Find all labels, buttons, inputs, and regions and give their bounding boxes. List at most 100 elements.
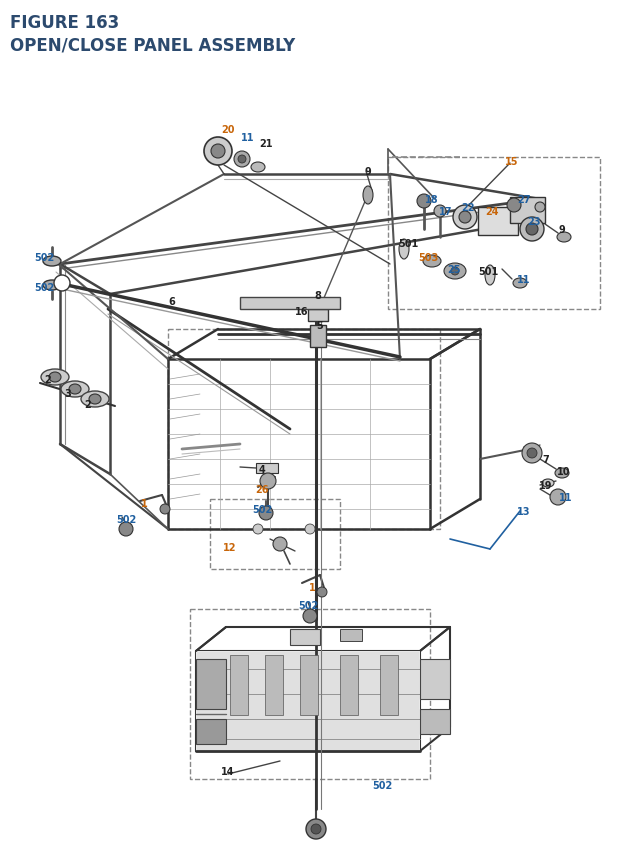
Ellipse shape	[89, 394, 101, 405]
Text: 501: 501	[398, 238, 418, 249]
Text: 23: 23	[527, 217, 541, 226]
Text: 12: 12	[223, 542, 237, 553]
Bar	[256, 463, 278, 474]
Circle shape	[306, 819, 326, 839]
Text: 25: 25	[447, 264, 461, 275]
Circle shape	[417, 195, 431, 208]
Bar	[265, 655, 283, 715]
Text: 17: 17	[439, 207, 452, 217]
Text: 502: 502	[372, 780, 392, 790]
Circle shape	[522, 443, 542, 463]
Bar	[240, 298, 340, 310]
Text: 1: 1	[308, 582, 316, 592]
Circle shape	[507, 199, 521, 213]
Ellipse shape	[542, 480, 554, 487]
Ellipse shape	[43, 257, 61, 267]
Text: 14: 14	[221, 766, 235, 776]
Text: 2: 2	[84, 400, 92, 410]
Circle shape	[520, 218, 544, 242]
Bar	[210, 499, 340, 569]
Bar	[190, 610, 430, 779]
Circle shape	[204, 138, 232, 166]
Ellipse shape	[61, 381, 89, 398]
Circle shape	[527, 449, 537, 458]
Circle shape	[259, 506, 273, 520]
Circle shape	[211, 145, 225, 158]
Text: 10: 10	[557, 467, 571, 476]
Text: 4: 4	[259, 464, 266, 474]
Ellipse shape	[49, 373, 61, 382]
Text: 502: 502	[116, 514, 136, 524]
Ellipse shape	[451, 268, 459, 276]
Text: 26: 26	[255, 485, 269, 494]
Text: 1: 1	[141, 499, 147, 508]
Text: 3: 3	[65, 388, 72, 399]
Circle shape	[526, 224, 538, 236]
Text: 502: 502	[298, 600, 318, 610]
Text: 18: 18	[425, 195, 439, 205]
Circle shape	[238, 156, 246, 164]
Ellipse shape	[423, 256, 441, 268]
Bar	[196, 660, 226, 709]
Ellipse shape	[444, 263, 466, 280]
Bar	[230, 655, 248, 715]
Ellipse shape	[363, 187, 373, 205]
Bar	[388, 158, 600, 310]
Ellipse shape	[69, 385, 81, 394]
Text: 502: 502	[34, 282, 54, 293]
Bar	[310, 325, 326, 348]
Text: 11: 11	[559, 492, 573, 503]
Text: 22: 22	[461, 202, 475, 213]
Text: 21: 21	[259, 139, 273, 149]
Circle shape	[459, 212, 471, 224]
Circle shape	[234, 152, 250, 168]
Ellipse shape	[513, 279, 527, 288]
Bar	[420, 709, 450, 734]
Bar	[196, 651, 420, 751]
Circle shape	[253, 524, 263, 535]
Bar	[197, 653, 419, 750]
Text: 501: 501	[478, 267, 498, 276]
Bar	[380, 655, 398, 715]
Bar	[478, 208, 518, 236]
Text: 15: 15	[505, 157, 519, 167]
Circle shape	[317, 587, 327, 598]
Circle shape	[434, 206, 446, 218]
Ellipse shape	[43, 281, 61, 291]
Ellipse shape	[81, 392, 109, 407]
Text: 24: 24	[485, 207, 499, 217]
Circle shape	[305, 524, 315, 535]
Text: 8: 8	[315, 291, 321, 300]
Circle shape	[260, 474, 276, 489]
Circle shape	[303, 610, 317, 623]
Circle shape	[311, 824, 321, 834]
Text: 502: 502	[34, 253, 54, 263]
Text: 2: 2	[45, 375, 51, 385]
Circle shape	[160, 505, 170, 514]
Bar	[340, 655, 358, 715]
Text: 27: 27	[517, 195, 531, 205]
Ellipse shape	[485, 266, 495, 286]
Bar	[290, 629, 320, 645]
Text: 19: 19	[540, 480, 553, 491]
Circle shape	[54, 276, 70, 292]
Text: 20: 20	[221, 125, 235, 135]
Text: 11: 11	[517, 275, 531, 285]
Bar	[300, 655, 318, 715]
Ellipse shape	[555, 468, 569, 479]
Ellipse shape	[41, 369, 69, 386]
Bar	[308, 310, 328, 322]
Bar	[168, 330, 440, 530]
Circle shape	[535, 202, 545, 213]
Text: 502: 502	[252, 505, 272, 514]
Bar	[510, 198, 545, 224]
Circle shape	[273, 537, 287, 551]
Bar	[420, 660, 450, 699]
Circle shape	[550, 489, 566, 505]
Text: 5: 5	[317, 320, 323, 331]
Circle shape	[453, 206, 477, 230]
Bar	[196, 719, 226, 744]
Bar	[340, 629, 362, 641]
Text: OPEN/CLOSE PANEL ASSEMBLY: OPEN/CLOSE PANEL ASSEMBLY	[10, 36, 295, 54]
Text: 11: 11	[241, 133, 255, 143]
